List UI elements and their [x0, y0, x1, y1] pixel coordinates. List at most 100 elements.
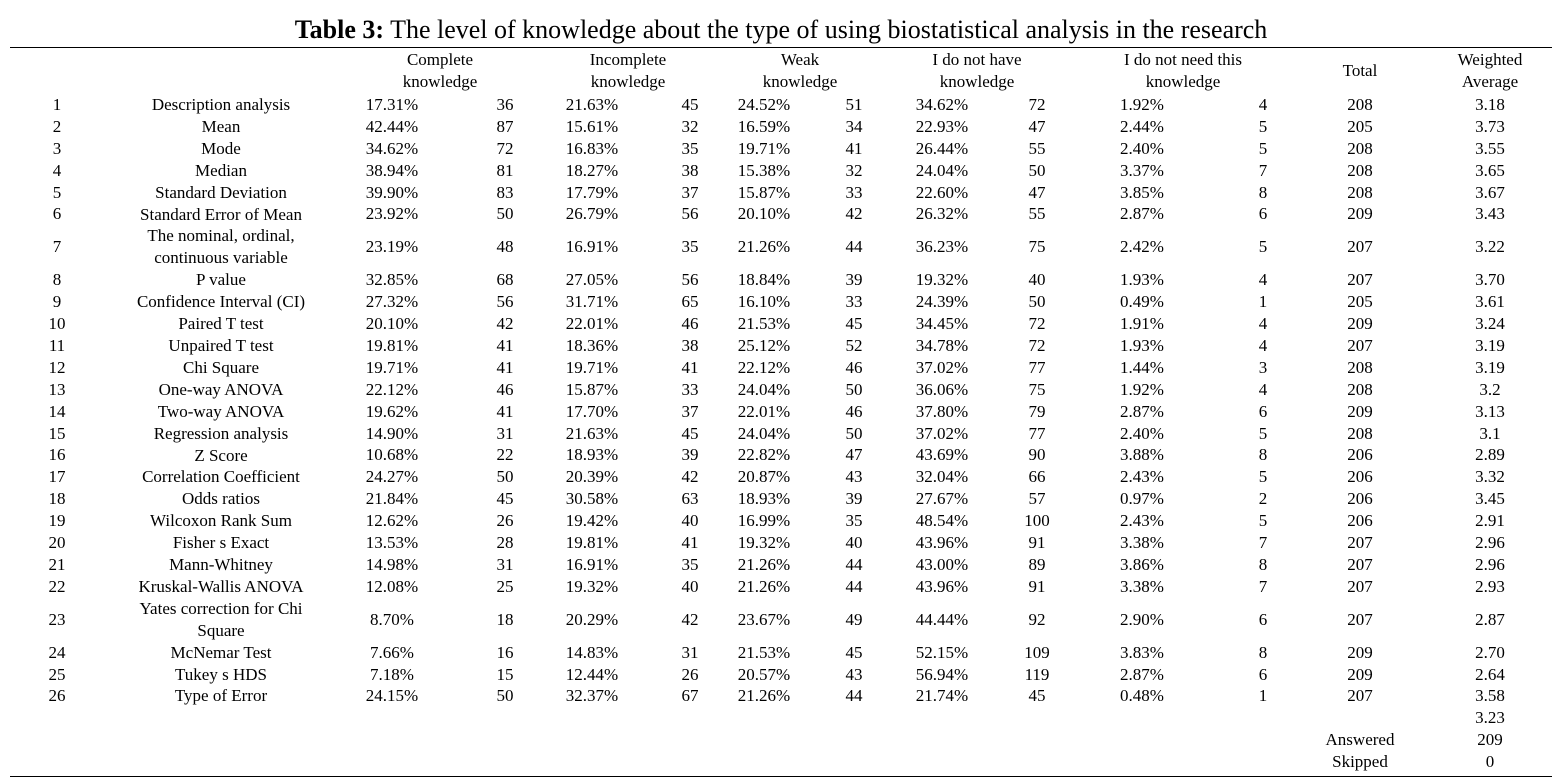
cell: 24.15% [365, 686, 419, 706]
table-row: Two-way ANOVA 14 19.62% 41 17.70% 37 22.01% 46 3… [0, 401, 1562, 423]
cell: 3.13 [1475, 401, 1505, 421]
cell: 17.70% [565, 401, 619, 421]
cell: 23.19% [365, 237, 419, 257]
cell: 43.69% [915, 445, 969, 465]
item-name: Standard Deviation [155, 182, 287, 202]
cell: 21.84% [365, 489, 419, 509]
cell: 57 [1028, 489, 1046, 509]
cell: 207 [1347, 533, 1373, 553]
cell: 45 [496, 489, 514, 509]
cell: 208 [1347, 379, 1373, 399]
item-name: Two-way ANOVA [157, 401, 285, 421]
item-name: Mann-Whitney [169, 555, 273, 575]
cell: 15 [496, 664, 514, 684]
cell: 19.71% [565, 357, 619, 377]
cell: 209 [1347, 204, 1373, 224]
item-name: P value [196, 270, 246, 290]
cell: 7.18% [370, 664, 414, 684]
item-name: McNemar Test [170, 642, 272, 662]
cell: 35 [681, 555, 699, 575]
cell: 20.10% [737, 204, 791, 224]
cell: 206 [1347, 467, 1373, 487]
cell: 39 [681, 445, 699, 465]
table-row: Fisher s Exact 20 13.53% 28 19.81% 41 19.32% 40… [0, 532, 1562, 554]
cell: 42 [681, 467, 699, 487]
cell: 30.58% [565, 489, 619, 509]
cell: 4 [1258, 335, 1268, 355]
cell: 42 [681, 609, 699, 629]
bottom-rule [10, 776, 1552, 777]
cell: 207 [1347, 270, 1373, 290]
cell: 8.70% [370, 609, 414, 629]
cell: 3.24 [1475, 314, 1505, 334]
cell: 42 [845, 204, 863, 224]
summary-row: Skipped 0 [0, 751, 1562, 773]
summary-row: 3.23 [0, 707, 1562, 729]
cell: 206 [1347, 445, 1373, 465]
cell: 72 [1028, 95, 1046, 114]
row-number: 9 [52, 292, 62, 312]
cell: 22.01% [565, 314, 619, 334]
cell: 1.91% [1120, 314, 1164, 334]
cell: 2.89 [1475, 445, 1505, 465]
title: Table 3: The level of knowledge about th… [0, 14, 1562, 46]
cell: 47 [1028, 116, 1046, 136]
row-number: 14 [48, 401, 66, 421]
cell: 3.18 [1475, 95, 1505, 114]
cell: 6 [1258, 204, 1268, 224]
cell: 22.12% [365, 379, 419, 399]
cell: 7 [1258, 533, 1268, 553]
cell: 37 [681, 401, 699, 421]
cell: 21.26% [737, 576, 791, 596]
cell: 208 [1347, 182, 1373, 202]
cell: 7 [1258, 576, 1268, 596]
cell: 6 [1258, 664, 1268, 684]
cell: 46 [845, 357, 863, 377]
cell: 91 [1028, 576, 1046, 596]
cell: 41 [496, 335, 514, 355]
cell: 37 [681, 182, 699, 202]
cell: 65 [681, 292, 699, 312]
row-number: 24 [48, 642, 66, 662]
cell: 100 [1024, 511, 1050, 531]
cell: 2.40% [1120, 138, 1164, 158]
cell: 1.92% [1120, 95, 1164, 114]
cell: 41 [681, 357, 699, 377]
column-header: Total [1342, 61, 1378, 80]
cell: 209 [1347, 401, 1373, 421]
cell: 209 [1347, 314, 1373, 334]
cell: 8 [1258, 642, 1268, 662]
item-name: Wilcoxon Rank Sum [150, 511, 292, 531]
row-number: 3 [52, 138, 62, 158]
cell: 7 [1258, 160, 1268, 180]
cell: 34.78% [915, 335, 969, 355]
cell: 27.32% [365, 292, 419, 312]
cell: 91 [1028, 533, 1046, 553]
cell: 32.37% [565, 686, 619, 706]
table-row: P value 8 32.85% 68 27.05% 56 18.84% 39 19.32% 40… [0, 269, 1562, 291]
item-name: Correlation Coefficient [142, 467, 300, 487]
cell: 1.93% [1120, 270, 1164, 290]
cell: 209 [1347, 642, 1373, 662]
cell: 15.38% [737, 160, 791, 180]
cell: 40 [845, 533, 863, 553]
item-name: Median [195, 160, 247, 180]
top-rule [10, 47, 1552, 48]
item-name: Standard Error of Mean [140, 204, 302, 224]
cell: 3.86% [1120, 555, 1164, 575]
cell: 16.83% [565, 138, 619, 158]
cell: 20.57% [737, 664, 791, 684]
cell: 205 [1347, 116, 1373, 136]
cell: 0.97% [1120, 489, 1164, 509]
row-number: 15 [48, 423, 66, 443]
cell: 22.82% [737, 445, 791, 465]
row-number: 18 [48, 489, 66, 509]
spacer [116, 729, 326, 751]
spacer [116, 707, 326, 729]
cell: 50 [496, 686, 514, 706]
cell: 2.40% [1120, 423, 1164, 443]
cell: 43.96% [915, 533, 969, 553]
table-row: Mann-Whitney 21 14.98% 31 16.91% 35 21.26% 44 43… [0, 554, 1562, 576]
cell: 21.63% [565, 95, 619, 114]
cell: 205 [1347, 292, 1373, 312]
